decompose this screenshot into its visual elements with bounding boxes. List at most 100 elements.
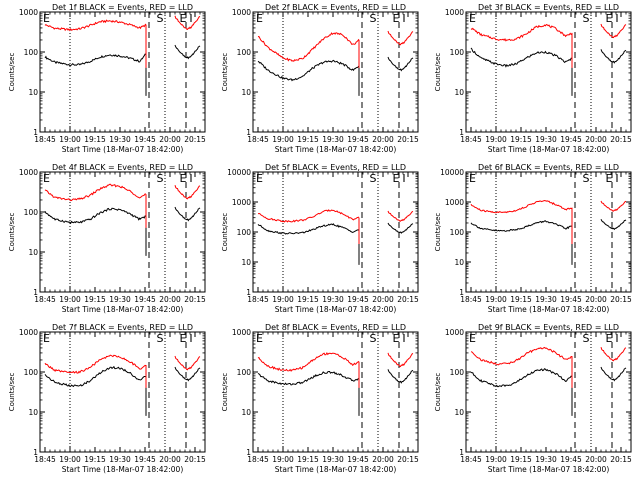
x-tick-label: 19:00 <box>59 295 81 304</box>
series-line-lld <box>44 354 147 374</box>
marker-label-e: E <box>393 332 400 345</box>
x-tick-label: 18:45 <box>247 135 269 144</box>
x-axis-label: Start Time (18-Mar-07 18:42:00) <box>275 145 397 154</box>
x-tick-label: 19:15 <box>297 295 319 304</box>
x-tick-label: 19:00 <box>485 295 507 304</box>
marker-label-s: S <box>583 12 590 25</box>
series-line-lld-late <box>600 23 627 39</box>
marker-label-i: I <box>615 172 618 185</box>
y-tick-label: 10 <box>241 258 251 267</box>
y-axis-label: Counts/sec <box>8 373 16 412</box>
detector-panel-4: Det 4f BLACK = Events, RED = LLD Counts/s… <box>8 163 206 314</box>
y-tick-label: 1 <box>33 448 38 457</box>
x-tick-label: 18:45 <box>460 455 482 464</box>
x-tick-label: 20:00 <box>372 135 394 144</box>
series-line-events <box>470 368 573 388</box>
x-tick-label: 18:45 <box>247 455 269 464</box>
series-line-events <box>470 47 573 68</box>
x-tick-label: 19:45 <box>134 295 156 304</box>
plot-frame <box>39 171 206 293</box>
x-tick-label: 19:45 <box>560 295 582 304</box>
y-tick-label: 10 <box>28 248 38 257</box>
y-axis-label: Counts/sec <box>221 53 229 92</box>
x-tick-label: 19:00 <box>59 455 81 464</box>
y-tick-label: 1000 <box>445 8 464 17</box>
y-tick-label: 100 <box>450 228 465 237</box>
x-tick-label: 19:00 <box>485 135 507 144</box>
plot-frame <box>465 331 632 453</box>
series-line-events-late <box>387 56 414 72</box>
x-tick-label: 18:45 <box>460 135 482 144</box>
series-line-events <box>44 207 147 225</box>
y-tick-label: 1 <box>459 128 464 137</box>
panel-title: Det 1f BLACK = Events, RED = LLD <box>52 3 193 12</box>
marker-label-i: I <box>189 332 192 345</box>
series-line-lld-late <box>174 15 201 30</box>
x-tick-label: 20:00 <box>585 295 607 304</box>
y-axis-label: Counts/sec <box>8 213 16 252</box>
plot-frame <box>465 11 632 133</box>
series-line-lld <box>44 183 147 202</box>
marker-label-e: E <box>256 12 263 25</box>
series-line-lld-late <box>600 347 627 362</box>
series-line-lld <box>470 199 573 214</box>
series-line-lld <box>470 24 573 42</box>
series-line-events <box>470 220 572 232</box>
y-tick-label: 10 <box>454 408 464 417</box>
series-line-lld-late <box>387 352 414 368</box>
y-tick-label: 1000 <box>232 8 251 17</box>
series-line-events <box>44 365 147 388</box>
x-axis-label: Start Time (18-Mar-07 18:42:00) <box>62 305 184 314</box>
y-tick-label: 10 <box>241 408 251 417</box>
x-tick-label: 20:00 <box>585 455 607 464</box>
series-line-events-late <box>387 222 414 234</box>
y-tick-label: 10000 <box>227 168 251 177</box>
x-tick-label: 20:00 <box>159 295 181 304</box>
x-tick-label: 19:30 <box>535 135 557 144</box>
x-tick-label: 20:00 <box>159 135 181 144</box>
y-axis-label: Counts/sec <box>221 373 229 412</box>
detector-panel-8: Det 8f BLACK = Events, RED = LLD Counts/s… <box>221 323 419 474</box>
series-line-events <box>257 223 360 235</box>
series-line-events-late <box>174 366 201 382</box>
y-tick-label: 100 <box>450 368 465 377</box>
series-line-events-late <box>600 218 627 231</box>
marker-label-e: E <box>606 172 613 185</box>
x-tick-label: 20:15 <box>610 455 632 464</box>
x-tick-label: 20:00 <box>372 295 394 304</box>
marker-label-i: I <box>615 12 618 25</box>
y-axis-label: Counts/sec <box>434 213 442 252</box>
x-tick-label: 19:00 <box>485 455 507 464</box>
detector-panel-5: Det 5f BLACK = Events, RED = LLD Counts/s… <box>221 163 419 314</box>
x-tick-label: 19:00 <box>272 135 294 144</box>
marker-label-s: S <box>157 172 164 185</box>
marker-label-i: I <box>189 12 192 25</box>
y-tick-label: 10000 <box>440 168 464 177</box>
y-axis-label: Counts/sec <box>434 53 442 92</box>
marker-label-e: E <box>180 332 187 345</box>
x-tick-label: 19:45 <box>134 135 156 144</box>
x-tick-label: 20:15 <box>397 295 419 304</box>
x-tick-label: 20:15 <box>610 135 632 144</box>
panel-title: Det 4f BLACK = Events, RED = LLD <box>52 163 193 172</box>
x-tick-label: 18:45 <box>34 455 56 464</box>
y-tick-label: 100 <box>237 368 252 377</box>
detector-panel-7: Det 7f BLACK = Events, RED = LLD Counts/s… <box>8 323 206 474</box>
series-line-events-late <box>600 49 627 64</box>
x-tick-label: 19:15 <box>84 295 106 304</box>
marker-label-i: I <box>189 172 192 185</box>
panel-title: Det 6f BLACK = Events, RED = LLD <box>478 163 619 172</box>
panel-title: Det 8f BLACK = Events, RED = LLD <box>265 323 406 332</box>
plot-frame <box>39 331 206 453</box>
panel-title: Det 9f BLACK = Events, RED = LLD <box>478 323 619 332</box>
panel-title: Det 3f BLACK = Events, RED = LLD <box>478 3 619 12</box>
marker-label-i: I <box>615 332 618 345</box>
x-axis-label: Start Time (18-Mar-07 18:42:00) <box>275 305 397 314</box>
detector-panel-6: Det 6f BLACK = Events, RED = LLD Counts/s… <box>434 163 632 314</box>
series-line-events <box>257 59 360 82</box>
x-tick-label: 19:15 <box>510 295 532 304</box>
panel-title: Det 2f BLACK = Events, RED = LLD <box>265 3 406 12</box>
marker-label-e: E <box>469 332 476 345</box>
y-tick-label: 1 <box>246 288 251 297</box>
